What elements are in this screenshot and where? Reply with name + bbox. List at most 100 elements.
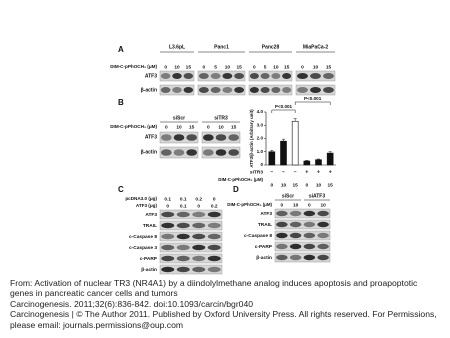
blot-strip <box>159 209 223 220</box>
dose: 0 <box>207 124 210 130</box>
blot-strip <box>159 253 223 264</box>
dose: 10 <box>218 124 224 130</box>
dose: 15 <box>231 124 237 130</box>
group-label: siScr <box>173 115 185 121</box>
dose: 0 <box>308 202 311 208</box>
row-label: TRAIL <box>258 222 272 228</box>
blot-band <box>260 73 270 79</box>
blot-band <box>317 232 329 239</box>
dose: 15 <box>292 182 298 188</box>
blot-band <box>271 73 281 79</box>
annotation: P<0.001 <box>304 96 322 101</box>
dose: 0 <box>164 64 167 70</box>
group-label: siScr <box>282 193 294 199</box>
blot-band <box>207 244 221 251</box>
blot-band <box>172 73 182 79</box>
blot-band <box>249 73 259 79</box>
group-label: siATF3 <box>309 193 326 199</box>
row-label: c-Caspase 3 <box>129 245 157 251</box>
blot-band <box>276 232 288 239</box>
dose: 10 <box>316 182 322 188</box>
blot-band <box>161 149 172 156</box>
treatment-label: DIM-C-pPhOCH₃ (μM) <box>110 124 157 129</box>
blot-band <box>323 73 334 79</box>
blot-band <box>207 211 221 218</box>
blot-band <box>207 222 221 229</box>
blot-band <box>161 255 175 262</box>
blot-band <box>176 244 190 251</box>
row-label: β-actin <box>141 149 157 155</box>
bar <box>280 140 287 166</box>
blot-band <box>260 87 270 93</box>
blot-band <box>222 87 233 93</box>
caption-copyright: Carcinogenesis | © The Author 2011. Publ… <box>10 309 437 330</box>
bar <box>303 160 311 166</box>
blot-band <box>297 87 308 93</box>
amount: 0.1 <box>164 196 171 202</box>
blot-band <box>183 87 194 93</box>
blot-band <box>160 73 171 79</box>
blot-band <box>310 87 321 93</box>
row-label: ATF3 <box>145 134 157 140</box>
row-label: ATF3 <box>260 211 272 217</box>
blot-band <box>161 222 175 229</box>
blot-band <box>160 87 171 93</box>
dose: 15 <box>186 64 192 70</box>
blot-band <box>289 232 302 239</box>
blot-band <box>173 149 185 156</box>
blot-band <box>161 244 175 251</box>
bar <box>326 152 334 166</box>
blot-strip <box>274 252 331 263</box>
blot-strip <box>274 230 331 241</box>
blot-band <box>176 266 190 273</box>
amount: 0.1 <box>180 203 187 209</box>
blot-band <box>249 87 259 93</box>
blot-band <box>289 210 302 217</box>
blot-band <box>317 221 329 228</box>
row-label: ATF3 <box>145 212 157 218</box>
blot-band <box>317 243 329 250</box>
blot-band <box>228 149 239 156</box>
dose: 0 <box>203 64 206 70</box>
cell-line: Panc1 <box>214 44 229 50</box>
treatment-label: DIM-C-pPhOCH₃ (μM) <box>110 64 157 69</box>
dose: 0 <box>305 182 308 188</box>
blot-band <box>192 255 206 262</box>
y-tick-label: 3.0 <box>257 122 264 127</box>
bar <box>268 151 276 166</box>
blot-band <box>183 73 194 79</box>
treatment-label: DIM-C-pPhOCH₃ (μM) <box>227 202 272 207</box>
cell-line: MiaPaCa-2 <box>303 44 329 50</box>
blot-band <box>192 222 206 229</box>
blot-band <box>271 87 281 93</box>
panel-label: D <box>233 185 239 194</box>
blot-strip <box>159 146 199 159</box>
blot-band <box>276 221 288 228</box>
blot-strip <box>197 70 246 82</box>
bracket <box>271 109 296 113</box>
blot-band <box>207 255 221 262</box>
sirna-label: siTR3 <box>250 169 263 175</box>
row-label: TRAIL <box>143 223 157 229</box>
blot-strip <box>159 242 223 253</box>
row-label: c-Caspase 8 <box>129 234 157 240</box>
dose: 10 <box>313 64 319 70</box>
row-label: c-PARP <box>140 256 158 262</box>
caption-citation: Carcinogenesis. 2011;32(6):836-842. doi:… <box>10 298 254 309</box>
blot-strip <box>159 231 223 242</box>
y-tick-label: 4.0 <box>257 109 264 114</box>
blot-band <box>203 149 214 156</box>
dose: 10 <box>174 64 180 70</box>
blot-band <box>282 73 292 79</box>
amount: 0 <box>197 203 200 209</box>
blot-band <box>161 233 175 240</box>
sirna-sign: − <box>294 169 297 175</box>
blot-band <box>215 149 227 156</box>
dose: 10 <box>320 202 326 208</box>
dose: 10 <box>293 202 299 208</box>
dose: 0 <box>281 202 284 208</box>
blot-band <box>303 210 316 217</box>
dose: 15 <box>326 64 332 70</box>
caption: From: Activation of nuclear TR3 (NR4A1) … <box>10 278 442 330</box>
blot-band <box>186 149 197 156</box>
